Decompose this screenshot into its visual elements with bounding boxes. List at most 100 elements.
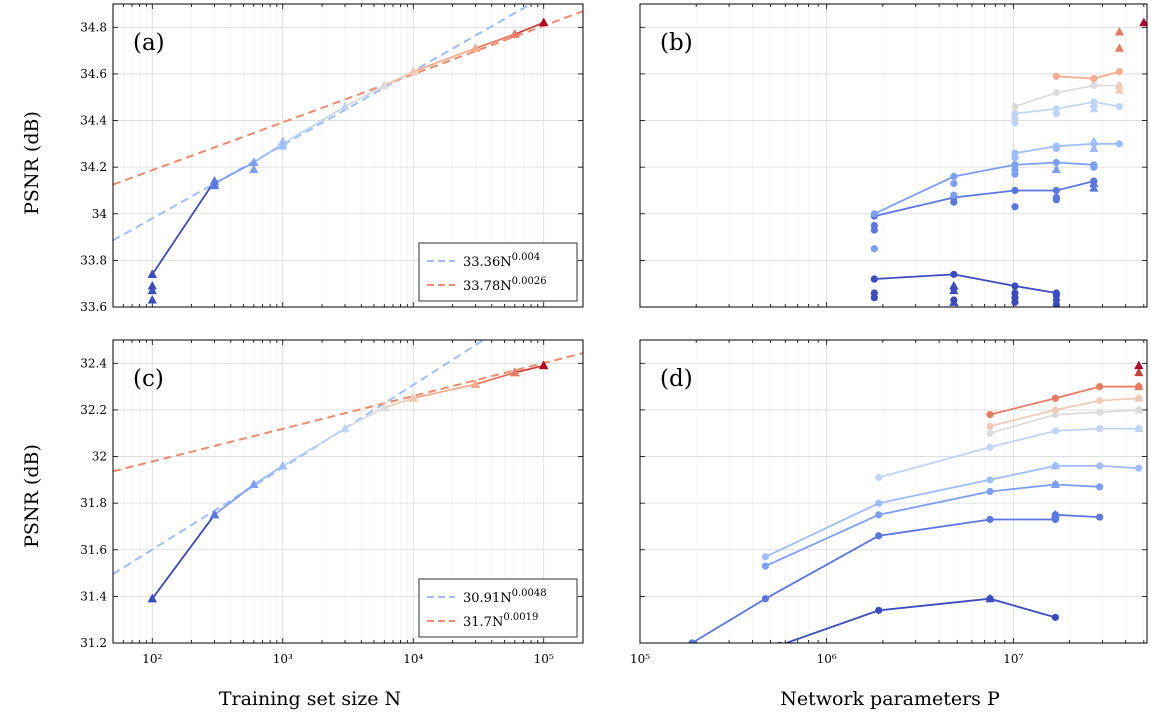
triangle-marker	[1089, 143, 1099, 153]
x-tick-label: 10⁴	[403, 652, 423, 666]
circle-marker	[1011, 119, 1019, 127]
series-line	[1014, 100, 1120, 115]
circle-marker	[1096, 462, 1104, 470]
triangle-marker	[147, 281, 157, 290]
ylabel-top: PSNR (dB)	[21, 111, 43, 215]
series-line	[253, 465, 284, 486]
circle-marker	[950, 270, 958, 278]
legend: 33.36N0.004 33.78N0.0026	[418, 242, 578, 302]
triangle-marker	[1134, 423, 1144, 433]
panel-d: 10⁵ 10⁶ 10⁷ (d)	[630, 339, 1148, 666]
circle-marker	[875, 473, 883, 482]
series-line	[384, 397, 414, 409]
x-tick-label: 10⁵	[630, 652, 650, 666]
circle-marker	[1096, 383, 1104, 391]
triangle-marker	[949, 281, 959, 290]
circle-marker	[1011, 203, 1019, 211]
y-tick-label: 32.4	[80, 356, 107, 370]
xlabel-left: Training set size N	[219, 688, 401, 710]
fit-line	[113, 340, 486, 575]
series-line	[514, 21, 545, 36]
series-line	[151, 180, 216, 275]
circle-marker	[875, 606, 883, 614]
circle-marker	[1052, 158, 1060, 167]
panel-b: (b)	[639, 3, 1148, 308]
circle-marker	[688, 639, 696, 643]
triangle-marker	[470, 379, 481, 388]
triangle-marker	[1089, 99, 1099, 108]
x-tick-label: 10⁵	[534, 652, 554, 666]
circle-marker	[761, 595, 770, 603]
series-line	[765, 483, 1100, 567]
circle-marker	[986, 515, 994, 524]
series-line	[344, 84, 385, 108]
y-tick-label: 33.8	[80, 253, 107, 267]
triangle-marker	[340, 101, 350, 111]
x-tick-label: 10²	[142, 652, 162, 666]
triangle-marker	[949, 297, 959, 306]
y-tick-label: 34.2	[80, 160, 107, 174]
circle-marker	[950, 172, 958, 181]
circle-marker	[1052, 72, 1060, 80]
fit-line	[113, 4, 533, 242]
y-tick-label: 31.6	[80, 543, 107, 557]
series-line	[475, 33, 516, 50]
circle-marker	[1011, 170, 1019, 178]
series-line	[214, 161, 255, 185]
circle-marker	[986, 422, 994, 430]
triangle-marker	[539, 360, 549, 370]
circle-marker	[950, 179, 958, 188]
series-line	[691, 518, 1056, 643]
circle-marker	[1052, 186, 1060, 195]
panel-frame	[112, 3, 584, 308]
series-line	[151, 514, 216, 600]
circle-marker	[986, 487, 994, 496]
triangle-marker	[1050, 509, 1061, 519]
circle-marker	[986, 429, 994, 437]
y-tick-label: 34.6	[80, 67, 107, 81]
grid	[112, 340, 584, 644]
text: 31.7N0.0019	[463, 612, 538, 630]
circle-marker	[1051, 394, 1060, 402]
circle-marker	[875, 532, 883, 540]
circle-marker	[986, 410, 994, 419]
circle-marker	[1115, 67, 1124, 76]
triangle-marker	[408, 66, 418, 76]
triangle-marker	[1050, 479, 1061, 489]
series-line	[1056, 70, 1120, 80]
circle-marker	[1096, 408, 1104, 416]
triangle-marker	[1089, 178, 1099, 187]
triangle-marker	[1134, 393, 1144, 402]
triangle-marker	[470, 43, 481, 52]
legend-box	[418, 578, 578, 638]
text: 33.78N0.0026	[463, 276, 547, 294]
legend: 30.91N0.0048 31.7N0.0019	[418, 578, 578, 638]
circle-marker	[1011, 186, 1019, 195]
triangle-marker	[1114, 80, 1125, 90]
triangle-marker	[249, 157, 259, 166]
triangle-marker	[249, 479, 259, 489]
plot-area	[688, 360, 1144, 643]
panel-frame	[639, 339, 1148, 644]
series-line	[989, 409, 1139, 435]
circle-marker	[1096, 483, 1104, 491]
panel-frame	[639, 3, 1148, 308]
plot-area	[113, 340, 583, 603]
triangle-marker	[510, 367, 520, 377]
circle-marker	[870, 245, 878, 253]
triangle-marker	[1114, 43, 1125, 52]
y-tick-label: 34.4	[80, 114, 107, 128]
circle-marker	[1052, 88, 1060, 97]
y-tick-label: 34.8	[80, 20, 107, 34]
series-line	[783, 597, 1056, 643]
y-tick-label: 34	[92, 207, 108, 221]
triangle-marker	[985, 593, 995, 603]
circle-marker	[1052, 109, 1060, 118]
y-tick-label: 31.8	[80, 496, 107, 510]
triangle-marker	[379, 402, 389, 412]
triangle-marker	[278, 136, 288, 146]
series-line	[989, 397, 1139, 428]
circle-marker	[1115, 102, 1124, 111]
triangle-marker	[1139, 17, 1147, 27]
